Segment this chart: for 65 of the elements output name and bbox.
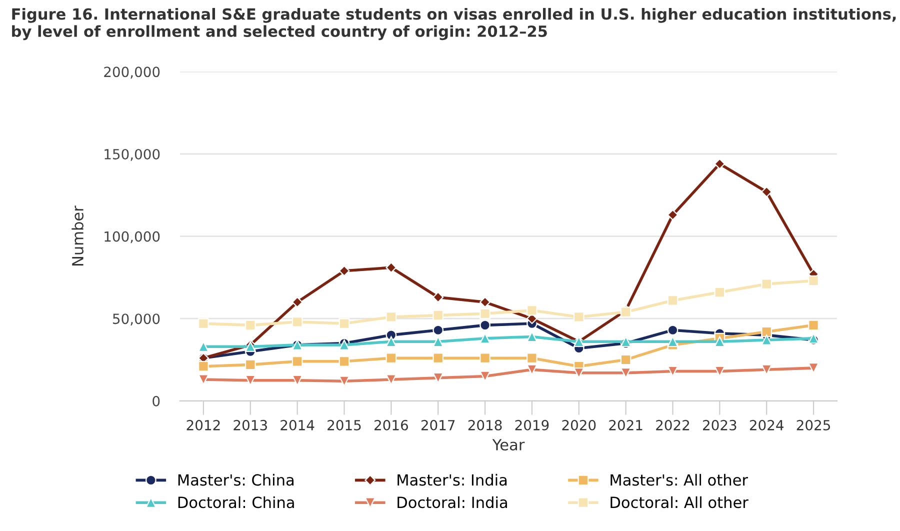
point (620, 354, 632, 366)
point (761, 186, 772, 198)
point (386, 262, 397, 274)
x-tick-label: 2021 (609, 420, 642, 430)
point (244, 320, 256, 331)
legend-label: Master's: All other (610, 474, 748, 486)
point (292, 316, 303, 328)
point (432, 292, 444, 303)
x-tick-label: 2022 (656, 420, 690, 430)
legend-label: Master's: China (178, 474, 294, 486)
point (480, 308, 490, 320)
y-tick-label: 100,000 (104, 231, 160, 244)
point (761, 326, 772, 338)
x-tick-label: 2016 (374, 420, 408, 430)
point (198, 318, 209, 329)
point (714, 158, 726, 170)
x-tick-label: 2014 (280, 420, 314, 430)
x-tick-label: 2024 (750, 420, 784, 430)
point (292, 296, 303, 308)
point (761, 278, 772, 290)
point (480, 320, 490, 331)
point (432, 310, 444, 321)
point (808, 275, 819, 286)
legend-label: Doctoral: India (398, 496, 507, 508)
y-tick-label: 150,000 (104, 148, 160, 161)
x-tick-label: 2023 (703, 420, 736, 430)
point (338, 265, 350, 276)
point (198, 360, 209, 372)
point (480, 352, 490, 364)
legend-label: Master's: India (398, 474, 507, 486)
x-tick-label: 2019 (515, 420, 549, 430)
x-tick-label: 2018 (468, 420, 502, 430)
point (714, 336, 726, 348)
point (667, 324, 678, 336)
point (338, 356, 350, 367)
legend-label: Doctoral: China (178, 496, 294, 508)
y-axis-title: Number (72, 206, 84, 266)
point (386, 352, 397, 364)
y-tick-label: 200,000 (104, 66, 160, 79)
point (526, 304, 538, 316)
point (244, 359, 256, 370)
point (386, 312, 397, 322)
chart-title: Figure 16. International S&E graduate students on visas enrolled in U.S. higher education institutions, by level of enrollment and selected country of origin: 2012–25 (12, 8, 896, 40)
x-tick-label: 2012 (186, 420, 220, 430)
x-axis-title: Year (492, 439, 525, 450)
x-tick-label: 2017 (421, 420, 455, 430)
x-tick-label: 2013 (234, 420, 267, 430)
legend-label: Doctoral: All other (610, 496, 748, 508)
point (808, 320, 819, 331)
point (292, 356, 303, 367)
x-tick-label: 2015 (328, 420, 361, 430)
point (667, 209, 678, 220)
x-tick-label: 2020 (562, 420, 596, 430)
point (432, 324, 444, 336)
y-tick-label: 50,000 (113, 314, 160, 326)
point (526, 352, 538, 364)
point (386, 336, 397, 348)
point (480, 296, 490, 308)
point (714, 286, 726, 298)
point (667, 295, 678, 306)
y-tick-label: 0 (152, 396, 160, 406)
point (432, 352, 444, 364)
point (573, 312, 584, 322)
x-tick-label: 2025 (796, 420, 830, 430)
point (338, 318, 350, 329)
